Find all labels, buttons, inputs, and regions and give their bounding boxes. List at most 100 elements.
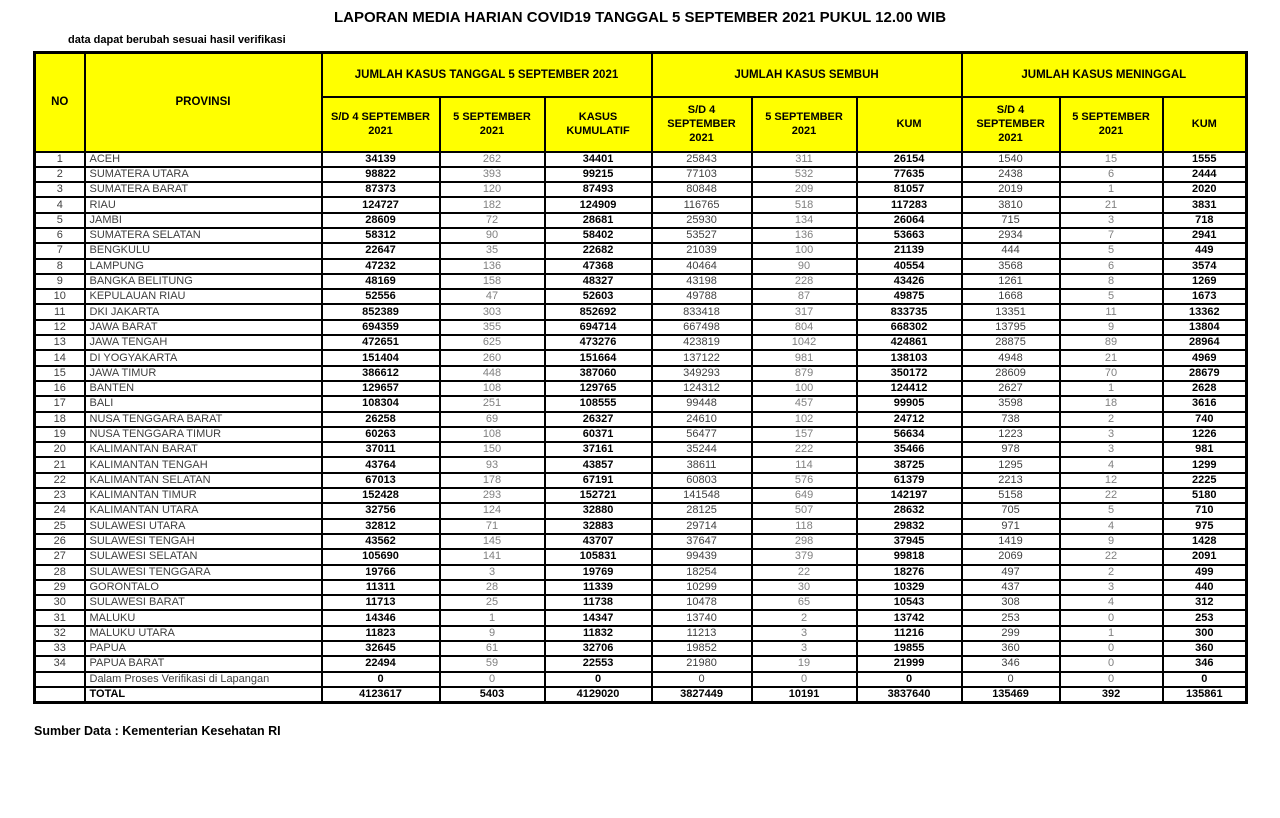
value-cell: 715 bbox=[960, 211, 1061, 230]
value-cell: 118 bbox=[750, 517, 858, 535]
value-cell: 738 bbox=[960, 410, 1061, 428]
value-cell: 21980 bbox=[650, 655, 753, 673]
province-name: GORONTALO bbox=[83, 578, 323, 597]
value-cell: 35244 bbox=[650, 441, 753, 459]
value-cell: 0 bbox=[960, 670, 1061, 688]
value-cell: 833735 bbox=[855, 303, 963, 321]
value-cell: 72 bbox=[438, 211, 546, 230]
value-cell: 24712 bbox=[855, 410, 963, 428]
header-group-sembuh: JUMLAH KASUS SEMBUH bbox=[650, 51, 963, 98]
value-cell: 13795 bbox=[960, 318, 1061, 337]
row-number: 13 bbox=[33, 334, 86, 352]
value-cell: 981 bbox=[1161, 441, 1248, 459]
province-name: ACEH bbox=[83, 150, 323, 168]
value-cell: 136 bbox=[438, 257, 546, 275]
header-group-meninggal: JUMLAH KASUS MENINGGAL bbox=[960, 51, 1248, 98]
value-cell: 4129020 bbox=[543, 685, 653, 704]
value-cell: 32880 bbox=[543, 502, 653, 520]
value-cell: 29832 bbox=[855, 517, 963, 535]
value-cell: 49788 bbox=[650, 288, 753, 306]
value-cell: 298 bbox=[750, 532, 858, 551]
value-cell: 497 bbox=[960, 563, 1061, 581]
value-cell: 59 bbox=[438, 655, 546, 673]
value-cell: 349293 bbox=[650, 364, 753, 382]
value-cell: 9 bbox=[438, 624, 546, 643]
value-cell: 65 bbox=[750, 594, 858, 612]
value-cell: 90 bbox=[750, 257, 858, 275]
value-cell: 311 bbox=[750, 150, 858, 168]
table-row: 2 SUMATERA UTARA 98822 393 99215 77103 532 7763… bbox=[33, 165, 1248, 184]
value-cell: 22647 bbox=[320, 242, 441, 260]
value-cell: 2438 bbox=[960, 165, 1061, 184]
province-name: PAPUA bbox=[83, 639, 323, 658]
value-cell: 576 bbox=[750, 471, 858, 490]
value-cell: 0 bbox=[855, 670, 963, 688]
value-cell: 251 bbox=[438, 395, 546, 413]
value-cell: 32645 bbox=[320, 639, 441, 658]
value-cell: 5 bbox=[1058, 288, 1164, 306]
table-row: 26 SULAWESI TENGAH 43562 145 43707 37647 298 37… bbox=[33, 532, 1248, 551]
province-name: JAMBI bbox=[83, 211, 323, 230]
province-name: NUSA TENGGARA TIMUR bbox=[83, 425, 323, 444]
value-cell: 141 bbox=[438, 548, 546, 566]
value-cell: 25843 bbox=[650, 150, 753, 168]
table-row: 16 BANTEN 129657 108 129765 124312 100 124412 26… bbox=[33, 379, 1248, 398]
value-cell: 7 bbox=[1058, 226, 1164, 245]
value-cell: 2091 bbox=[1161, 548, 1248, 566]
value-cell: 303 bbox=[438, 303, 546, 321]
value-cell: 386612 bbox=[320, 364, 441, 382]
value-cell: 124 bbox=[438, 502, 546, 520]
row-number: 14 bbox=[33, 349, 86, 367]
value-cell: 19 bbox=[750, 655, 858, 673]
value-cell: 804 bbox=[750, 318, 858, 337]
value-cell: 152428 bbox=[320, 487, 441, 505]
value-cell: 22 bbox=[1058, 548, 1164, 566]
value-cell: 4 bbox=[1058, 517, 1164, 535]
row-number: 6 bbox=[33, 226, 86, 245]
value-cell: 448 bbox=[438, 364, 546, 382]
row-number: 25 bbox=[33, 517, 86, 535]
value-cell: 108304 bbox=[320, 395, 441, 413]
value-cell: 1 bbox=[438, 609, 546, 627]
table-row: 11 DKI JAKARTA 852389 303 852692 833418 317 833… bbox=[33, 303, 1248, 321]
value-cell: 346 bbox=[960, 655, 1061, 673]
table-row: 15 JAWA TIMUR 386612 448 387060 349293 879 3501… bbox=[33, 364, 1248, 382]
value-cell: 25930 bbox=[650, 211, 753, 230]
table-row: 25 SULAWESI UTARA 32812 71 32883 29714 118 2983… bbox=[33, 517, 1248, 535]
table-row: 5 JAMBI 28609 72 28681 25930 134 26064 715 3 718 bbox=[33, 211, 1248, 230]
value-cell: 0 bbox=[1058, 655, 1164, 673]
value-cell: 99439 bbox=[650, 548, 753, 566]
value-cell: 3574 bbox=[1161, 257, 1248, 275]
value-cell: 11823 bbox=[320, 624, 441, 643]
value-cell: 87493 bbox=[543, 181, 653, 199]
value-cell: 26064 bbox=[855, 211, 963, 230]
value-cell: 32883 bbox=[543, 517, 653, 535]
table-row: 7 BENGKULU 22647 35 22682 21039 100 21139 444 5 44… bbox=[33, 242, 1248, 260]
header-no: NO bbox=[33, 51, 86, 153]
value-cell: 2019 bbox=[960, 181, 1061, 199]
table-row: 13 JAWA TENGAH 472651 625 473276 423819 1042 42… bbox=[33, 334, 1248, 352]
value-cell: 1299 bbox=[1161, 456, 1248, 474]
province-name: DKI JAKARTA bbox=[83, 303, 323, 321]
value-cell: 53663 bbox=[855, 226, 963, 245]
value-cell: 32756 bbox=[320, 502, 441, 520]
value-cell: 472651 bbox=[320, 334, 441, 352]
value-cell: 99448 bbox=[650, 395, 753, 413]
value-cell: 28681 bbox=[543, 211, 653, 230]
value-cell: 6 bbox=[1058, 257, 1164, 275]
value-cell: 705 bbox=[960, 502, 1061, 520]
value-cell: 209 bbox=[750, 181, 858, 199]
value-cell: 28679 bbox=[1161, 364, 1248, 382]
value-cell: 4 bbox=[1058, 456, 1164, 474]
province-name: SULAWESI TENGGARA bbox=[83, 563, 323, 581]
table-row: 33 PAPUA 32645 61 32706 19852 3 19855 360 0 360 bbox=[33, 639, 1248, 658]
value-cell: 3 bbox=[750, 639, 858, 658]
value-cell: 124727 bbox=[320, 196, 441, 214]
value-cell: 114 bbox=[750, 456, 858, 474]
row-number: 16 bbox=[33, 379, 86, 398]
province-name: KALIMANTAN SELATAN bbox=[83, 471, 323, 490]
value-cell: 308 bbox=[960, 594, 1061, 612]
value-cell: 150 bbox=[438, 441, 546, 459]
value-cell: 138103 bbox=[855, 349, 963, 367]
value-cell: 158 bbox=[438, 272, 546, 291]
